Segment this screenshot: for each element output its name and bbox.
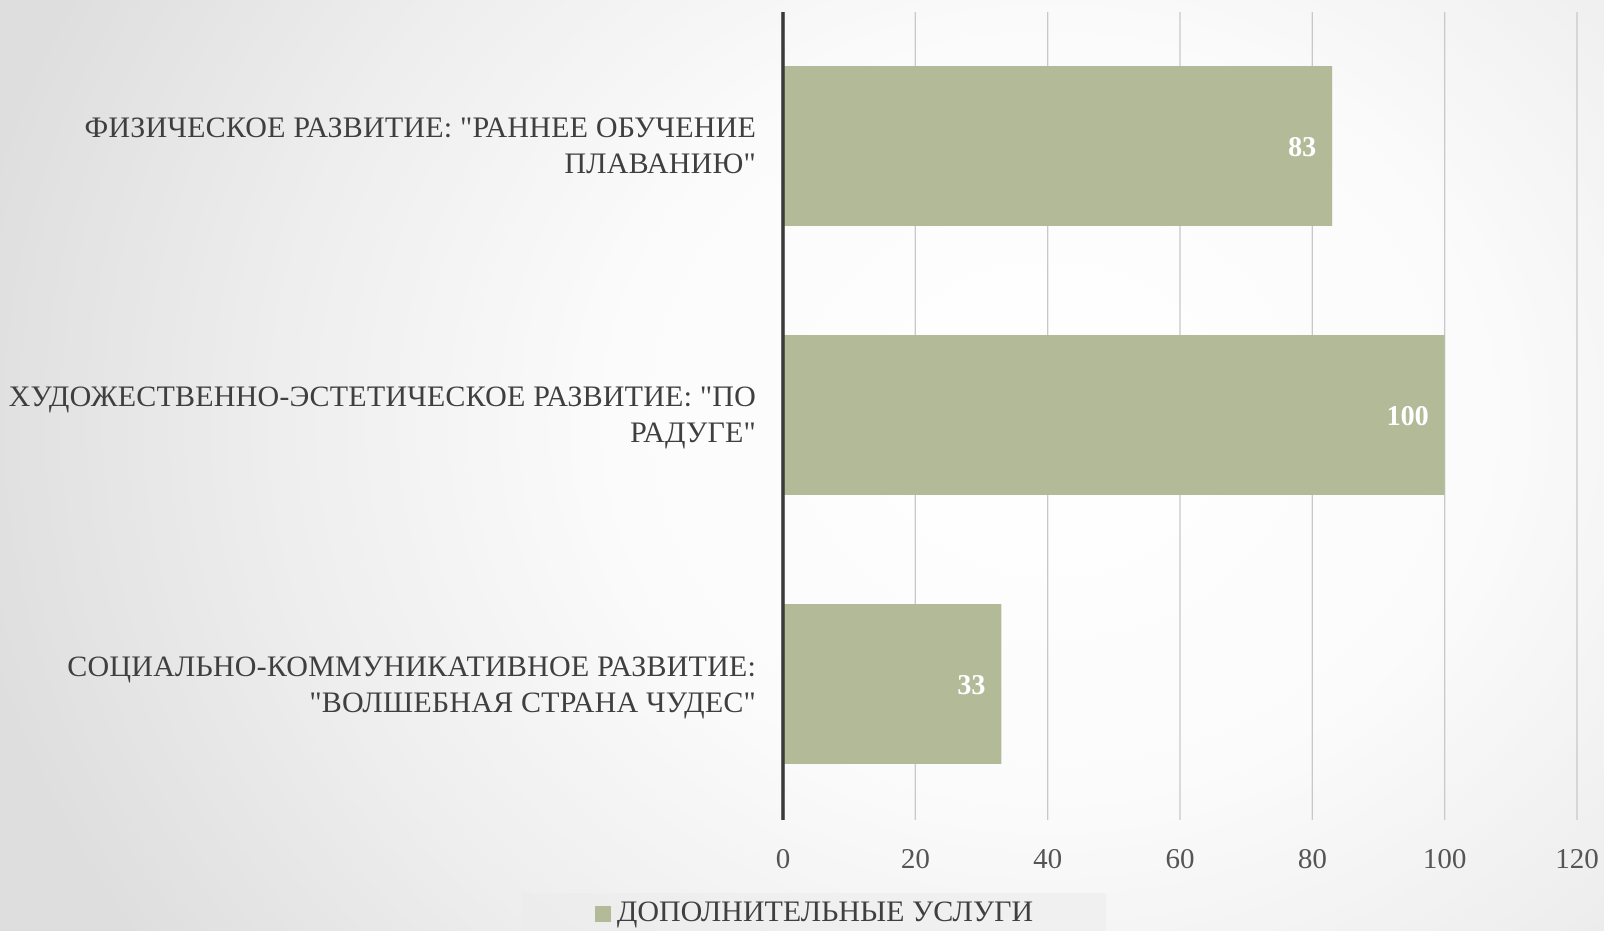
x-tick-label-100: 100 bbox=[1423, 843, 1467, 875]
x-tick-label-0: 0 bbox=[776, 843, 791, 875]
bar-0 bbox=[783, 66, 1333, 226]
data-label-1: 100 bbox=[1387, 401, 1429, 432]
chart-legend: Дополнительные услуги bbox=[522, 893, 1106, 931]
bar-1 bbox=[783, 335, 1445, 495]
x-tick-label-60: 60 bbox=[1166, 843, 1195, 875]
x-tick-label-20: 20 bbox=[901, 843, 930, 875]
legend-series-name: Дополнительные услуги bbox=[616, 895, 1034, 928]
x-tick-label-80: 80 bbox=[1298, 843, 1327, 875]
x-tick-label-120: 120 bbox=[1555, 843, 1599, 875]
data-label-2: 33 bbox=[957, 670, 985, 701]
data-label-0: 83 bbox=[1288, 132, 1316, 163]
category-label-2: Социально-коммуникативное развитие: "Вол… bbox=[67, 650, 756, 719]
x-tick-label-40: 40 bbox=[1033, 843, 1062, 875]
category-label-0: Физическое развитие: "Раннее обучение пл… bbox=[84, 111, 756, 180]
bar-2 bbox=[783, 604, 1002, 764]
category-label-1: Художественно-эстетическое развитие: "По… bbox=[8, 380, 756, 449]
legend-swatch bbox=[594, 906, 611, 922]
